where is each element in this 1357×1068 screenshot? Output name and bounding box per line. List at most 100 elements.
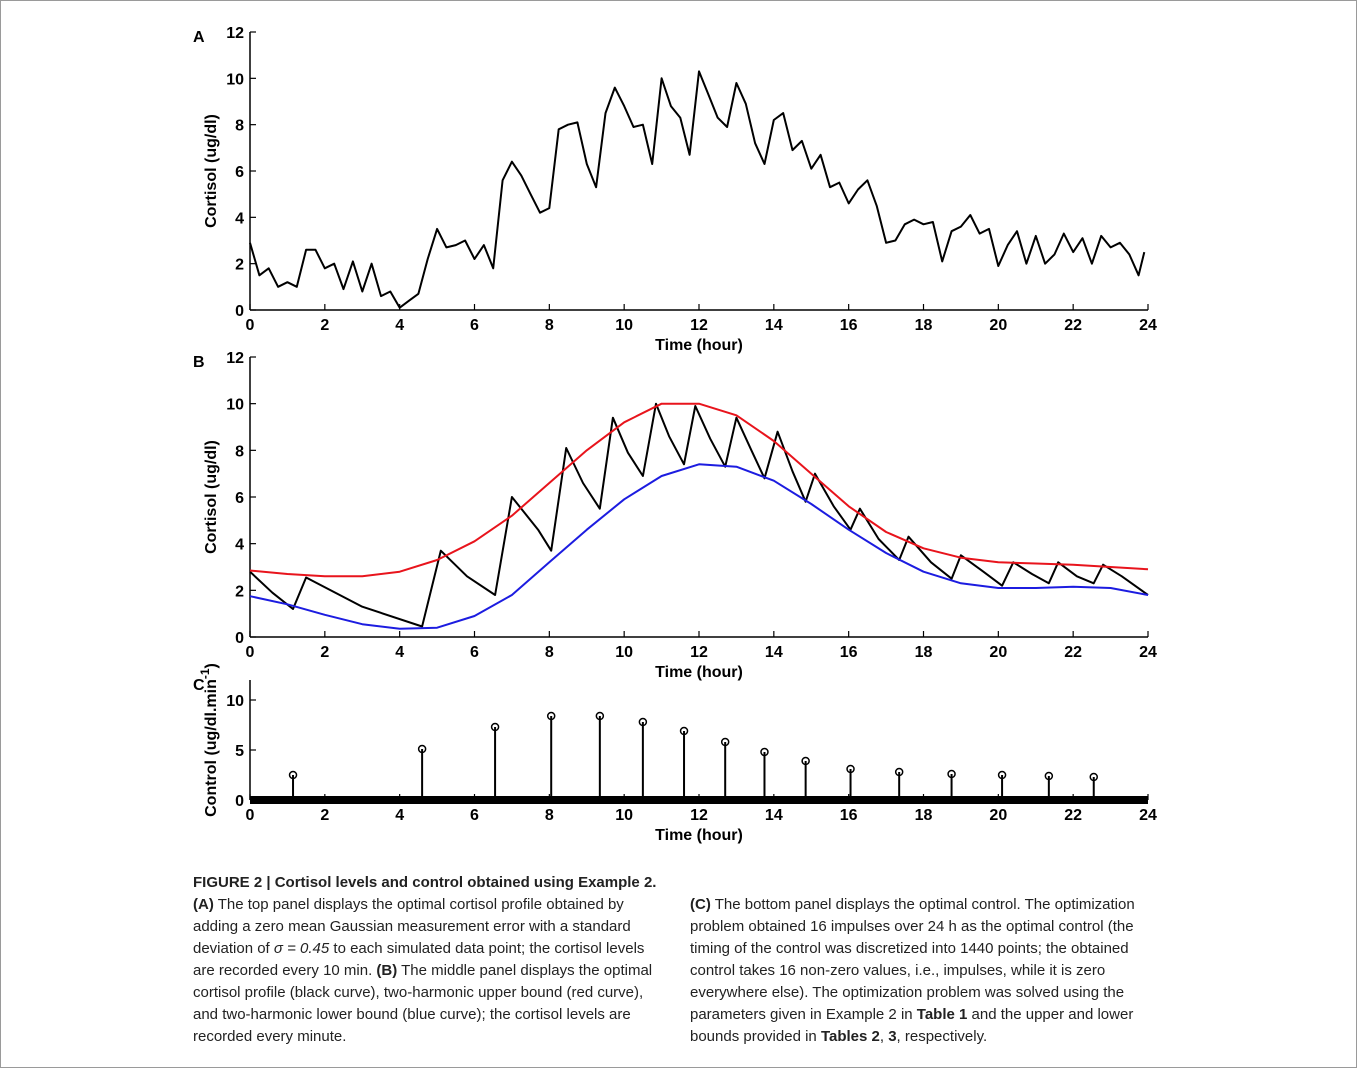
x-tick-label: 14 [765, 317, 783, 334]
x-tick-label: 20 [989, 807, 1007, 824]
x-tick-label: 22 [1064, 317, 1082, 334]
y-axis-label: Control (ug/dl.min-1) [198, 663, 220, 817]
x-axis-label: Time (hour) [655, 337, 743, 354]
x-tick-label: 24 [1139, 644, 1157, 661]
stem-marker [801, 756, 810, 766]
y-tick-label: 0 [235, 793, 244, 810]
stem-marker [997, 770, 1007, 780]
x-tick-label: 16 [840, 317, 858, 334]
stem-marker [947, 769, 956, 779]
caption-text: The middle panel displays the optimal co… [193, 962, 653, 1045]
stem-marker [760, 747, 769, 757]
x-tick-label: 22 [1064, 644, 1082, 661]
stem-marker [679, 726, 689, 736]
caption-text: The top panel displays the optimal corti… [193, 896, 631, 957]
y-tick-label: 8 [235, 443, 244, 460]
y-tick-label: 10 [226, 693, 244, 710]
caption-bold: (A) [193, 896, 214, 913]
x-tick-label: 0 [246, 807, 255, 824]
x-tick-label: 6 [470, 644, 479, 661]
x-tick-label: 8 [545, 317, 554, 334]
caption-left: FIGURE 2 | Cortisol levels and control o… [193, 872, 665, 1048]
x-tick-label: 24 [1139, 807, 1157, 824]
x-tick-label: 8 [545, 644, 554, 661]
caption-text: to each simulated data point; the cortis… [193, 940, 645, 979]
panel-label: A [193, 29, 205, 46]
y-tick-label: 10 [226, 71, 244, 88]
x-tick-label: 18 [915, 317, 933, 334]
x-tick-label: 16 [840, 807, 858, 824]
y-tick-label: 6 [235, 164, 244, 181]
x-tick-label: 12 [690, 644, 708, 661]
caption-title: FIGURE 2 | Cortisol levels and control o… [193, 874, 657, 891]
x-tick-label: 4 [395, 317, 404, 334]
caption-bold: Tables 2 [820, 1028, 880, 1045]
x-tick-label: 14 [765, 807, 783, 824]
stem-marker [720, 737, 730, 747]
line [249, 402, 1149, 578]
y-tick-label: 10 [226, 397, 244, 414]
x-tick-label: 6 [470, 317, 479, 334]
x-axis-label: Time (hour) [655, 827, 743, 844]
stem-marker [638, 717, 648, 727]
stem-marker [288, 770, 298, 780]
caption-right: (C) The bottom panel displays the optima… [690, 894, 1165, 1048]
x-tick-label: 12 [690, 317, 708, 334]
x-tick-label: 16 [840, 644, 858, 661]
stem-marker [1044, 771, 1054, 781]
y-tick-label: 8 [235, 118, 244, 135]
y-tick-label: 4 [235, 210, 244, 227]
caption-text: The bottom panel displays the optimal co… [690, 896, 1135, 1023]
x-tick-label: 10 [615, 317, 633, 334]
line [249, 463, 1149, 630]
caption-bold: 3 [888, 1028, 897, 1045]
x-tick-label: 20 [989, 644, 1007, 661]
x-tick-label: 2 [320, 317, 329, 334]
x-tick-label: 0 [246, 644, 255, 661]
x-tick-label: 8 [545, 807, 554, 824]
y-tick-label: 4 [235, 537, 244, 554]
stem-marker [846, 764, 855, 774]
stem-marker [1089, 772, 1098, 782]
caption-text: and the upper and lower bounds provided … [690, 1006, 1134, 1045]
x-tick-label: 18 [915, 644, 933, 661]
caption-text: , [879, 1028, 889, 1045]
caption-bold: Table 1 [916, 1006, 968, 1023]
y-axis-label-part: Control (ug/dl.min [203, 679, 220, 817]
y-tick-label: 6 [235, 490, 244, 507]
stem-marker [546, 711, 556, 721]
x-tick-label: 10 [615, 644, 633, 661]
y-axis-label: Cortisol (ug/dl) [203, 440, 220, 554]
stem-marker [417, 744, 427, 754]
caption-bold: (B) [376, 962, 398, 979]
x-tick-label: 0 [246, 317, 255, 334]
stem-marker [595, 711, 605, 721]
y-tick-label: 2 [235, 583, 244, 600]
y-tick-label: 5 [235, 743, 244, 760]
y-tick-label: 12 [226, 25, 244, 42]
y-tick-label: 0 [235, 303, 244, 320]
x-tick-label: 14 [765, 644, 783, 661]
x-tick-label: 22 [1064, 807, 1082, 824]
y-tick-label: 0 [235, 630, 244, 647]
x-axis-label: Time (hour) [655, 664, 743, 681]
y-axis-label-part: -1 [198, 668, 212, 679]
panel-label: B [193, 354, 205, 371]
x-tick-label: 10 [615, 807, 633, 824]
line [249, 402, 1149, 628]
x-tick-label: 4 [395, 644, 404, 661]
line [249, 70, 1146, 309]
caption-text: , respectively. [896, 1028, 988, 1045]
y-axis-label: Cortisol (ug/dl) [203, 114, 220, 228]
x-tick-label: 2 [320, 807, 329, 824]
panel-label: C [193, 677, 205, 694]
x-tick-label: 20 [989, 317, 1007, 334]
caption-bold: (C) [690, 896, 711, 913]
y-tick-label: 12 [226, 350, 244, 367]
x-tick-label: 18 [915, 807, 933, 824]
stem-marker [894, 767, 904, 777]
y-tick-label: 2 [235, 257, 244, 274]
x-tick-label: 12 [690, 807, 708, 824]
